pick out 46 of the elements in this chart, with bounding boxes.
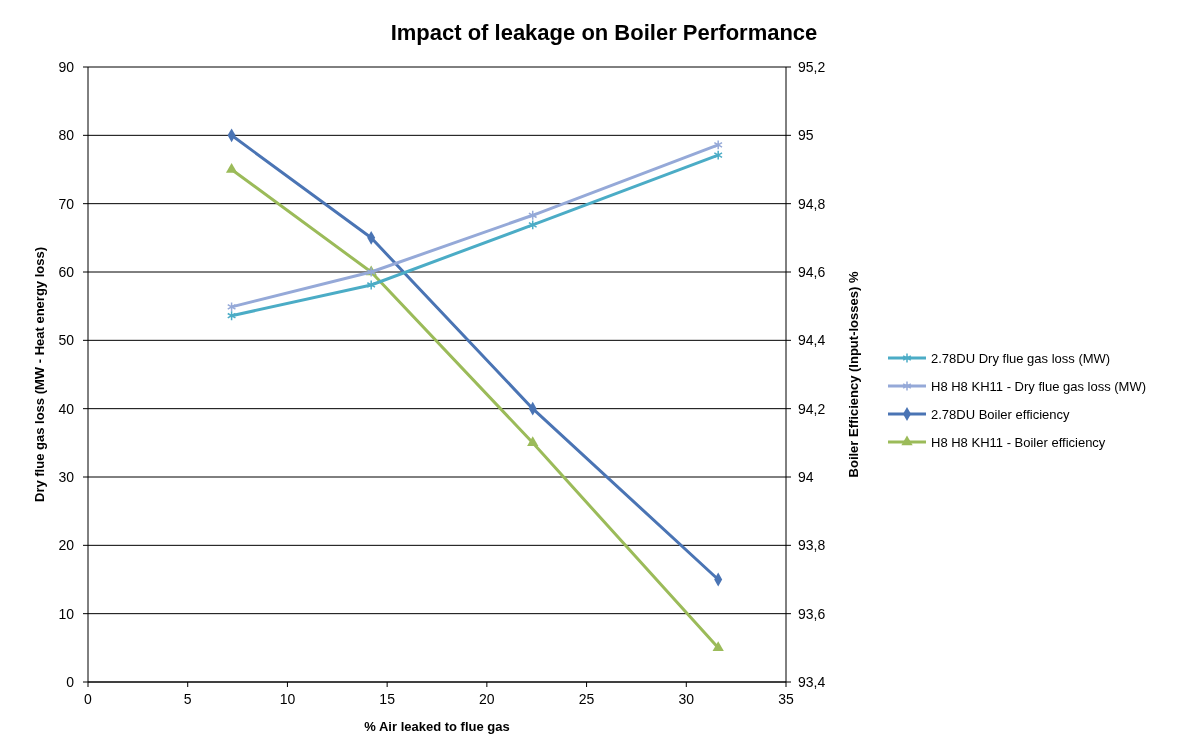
legend-label: H8 H8 KH11 - Boiler efficiency <box>931 435 1106 450</box>
legend-label: 2.78DU Boiler efficiency <box>931 407 1070 422</box>
y-tick-label: 90 <box>58 59 75 75</box>
y-tick-label: 30 <box>58 469 75 485</box>
point <box>227 310 237 321</box>
legend-label: 2.78DU Dry flue gas loss (MW) <box>931 351 1111 366</box>
y2-tick-label: 94 <box>798 469 814 485</box>
point <box>713 149 723 161</box>
point <box>713 139 723 151</box>
point <box>528 219 538 231</box>
x-tick-label: 30 <box>678 691 695 707</box>
y2-tick-label: 95 <box>798 127 814 144</box>
x-tick-label: 20 <box>479 691 495 707</box>
point <box>225 162 238 173</box>
y-tick-label: 70 <box>58 195 75 212</box>
x-tick-label: 0 <box>84 691 93 707</box>
y-tick-label: 40 <box>58 400 75 417</box>
y-tick-label: 20 <box>58 537 75 554</box>
y2-tick-label: 93,6 <box>798 605 826 622</box>
point <box>366 279 376 291</box>
y-tick-label: 50 <box>58 332 75 349</box>
x-tick-label: 10 <box>279 691 296 707</box>
chart-title: Impact of leakage on Boiler Performance <box>390 20 818 45</box>
legend-label: H8 H8 KH11 - Dry flue gas loss (MW) <box>931 379 1147 394</box>
y2-tick-label: 93,4 <box>798 674 826 690</box>
point <box>712 641 724 652</box>
y2-tick-label: 94,4 <box>798 332 826 349</box>
point <box>527 436 539 447</box>
y-axis-title: Dry flue gas loss (MW - Heat energy loss) <box>32 246 47 503</box>
x-tick-label: 5 <box>183 691 192 707</box>
point <box>227 301 237 313</box>
y-tick-label: 0 <box>66 674 75 690</box>
y-tick-label: 80 <box>58 127 75 144</box>
y2-tick-label: 93,8 <box>798 537 826 554</box>
y2-tick-label: 94,6 <box>798 264 826 280</box>
y2-axis-title: Boiler Efficiency (Input-losses) % <box>846 271 861 478</box>
y2-tick-label: 94,2 <box>798 400 826 417</box>
x-axis-title: % Air leaked to flue gas <box>364 719 510 734</box>
y-tick-label: 60 <box>58 264 75 280</box>
x-tick-label: 15 <box>379 691 396 707</box>
x-tick-label: 25 <box>578 691 595 707</box>
y2-tick-label: 95,2 <box>798 59 826 75</box>
x-tick-label: 35 <box>778 691 794 707</box>
point <box>528 210 538 221</box>
y2-tick-label: 94,8 <box>798 195 826 212</box>
y-tick-label: 10 <box>58 605 75 622</box>
